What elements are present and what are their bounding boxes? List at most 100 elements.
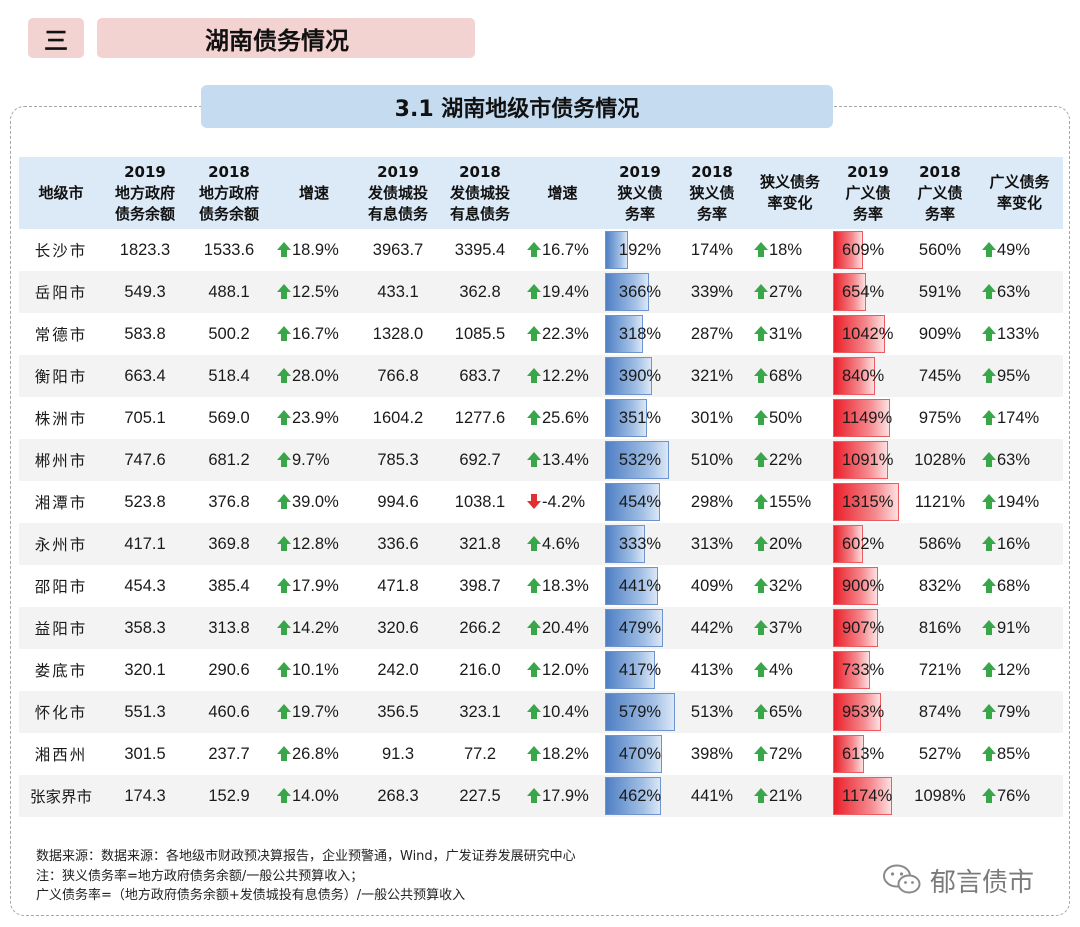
- cell-narrow-ratio-change: 72%: [748, 733, 832, 775]
- cell-broad-ratio-change: 91%: [976, 607, 1063, 649]
- cell-gov-debt-2018: 376.8: [208, 492, 250, 511]
- cell-lgfv-debt-growth: 10.4%: [521, 691, 604, 733]
- cell-gov-debt-2019: 551.3: [103, 691, 187, 733]
- cell-gov-debt-2018: 152.9: [187, 775, 271, 817]
- cell-lgfv-debt-2019: 3963.7: [372, 240, 424, 259]
- broad-ratio-bar: [833, 777, 892, 815]
- cell-narrow-ratio-2018: 510%: [676, 439, 748, 481]
- cell-broad-ratio-2018: 874%: [904, 691, 976, 733]
- cell-narrow-ratio-change: 155%: [748, 481, 832, 523]
- broad-ratio-bar: [833, 525, 863, 563]
- cell-lgfv-debt-2018: 3395.4: [454, 240, 506, 259]
- cell-broad-ratio-change: 95%: [976, 355, 1063, 397]
- footnote-broad: 广义债务率=（地方政府债务余额+发债城投有息债务）/一般公共预算收入: [36, 888, 466, 903]
- narrow-ratio-bar: [605, 525, 645, 563]
- cell-lgfv-debt-2019: 356.5: [357, 691, 439, 733]
- cell-lgfv-debt-growth: 17.9%: [521, 775, 604, 817]
- up-arrow-icon: [277, 451, 291, 467]
- broad-ratio-bar: [833, 273, 866, 311]
- cell-narrow-ratio-2018: 441%: [676, 775, 748, 817]
- up-arrow-icon: [277, 325, 291, 341]
- table-row: 娄底市 320.1 290.6 10.1% 242.0 216.0 12.0% 417% 413…: [19, 649, 1063, 691]
- cell-narrow-ratio-2018: 301%: [690, 408, 734, 427]
- cell-lgfv-debt-growth: 19.4%: [521, 271, 604, 313]
- cell-broad-ratio-2018: 1121%: [914, 492, 966, 511]
- cell-gov-debt-2018: 369.8: [187, 523, 271, 565]
- cell-narrow-ratio-2018: 409%: [690, 576, 734, 595]
- cell-broad-ratio-2018: 560%: [918, 240, 962, 259]
- cell-gov-debt-2018: 681.2: [187, 439, 271, 481]
- cell-broad-ratio-2019: 733%: [832, 649, 904, 691]
- cell-broad-ratio-2018: 745%: [904, 355, 976, 397]
- up-arrow-icon: [982, 367, 996, 383]
- cell-broad-ratio-2018: 591%: [904, 271, 976, 313]
- cell-gov-debt-2019: 549.3: [103, 271, 187, 313]
- cell-broad-ratio-2019: 907%: [832, 607, 904, 649]
- broad-ratio-bar: [833, 315, 885, 353]
- cell-broad-ratio-2019: 953%: [832, 691, 904, 733]
- cell-city: 益阳市: [19, 607, 103, 649]
- cell-gov-debt-2018: 460.6: [187, 691, 271, 733]
- cell-narrow-ratio-2019: 470%: [604, 733, 676, 775]
- up-arrow-icon: [754, 409, 768, 425]
- narrow-ratio-bar: [605, 273, 649, 311]
- up-arrow-icon: [527, 703, 541, 719]
- cell-lgfv-debt-2018: 1085.5: [454, 324, 506, 343]
- cell-city: 常德市: [34, 326, 88, 344]
- cell-city: 张家界市: [19, 775, 103, 817]
- narrow-ratio-bar: [605, 483, 660, 521]
- cell-gov-debt-growth: 16.7%: [271, 313, 357, 355]
- cell-city: 湘潭市: [34, 494, 88, 512]
- cell-narrow-ratio-2019: 366%: [604, 271, 676, 313]
- up-arrow-icon: [982, 703, 996, 719]
- broad-ratio-bar: [833, 231, 863, 269]
- cell-city: 邵阳市: [34, 578, 88, 596]
- up-arrow-icon: [754, 535, 768, 551]
- table-row: 株洲市 705.1 569.0 23.9% 1604.2 1277.6 25.6% 351% 3…: [19, 397, 1063, 439]
- cell-gov-debt-2019: 705.1: [124, 408, 166, 427]
- cell-gov-debt-2019: 301.5: [124, 744, 166, 763]
- cell-lgfv-debt-2018: 362.8: [439, 271, 521, 313]
- cell-narrow-ratio-2019: 462%: [604, 775, 676, 817]
- up-arrow-icon: [527, 787, 541, 803]
- cell-lgfv-debt-2018: 683.7: [439, 355, 521, 397]
- up-arrow-icon: [527, 661, 541, 677]
- up-arrow-icon: [754, 703, 768, 719]
- cell-lgfv-debt-2019: 785.3: [357, 439, 439, 481]
- up-arrow-icon: [754, 619, 768, 635]
- up-arrow-icon: [527, 325, 541, 341]
- cell-lgfv-debt-2018: 692.7: [439, 439, 521, 481]
- cell-gov-debt-2019: 358.3: [103, 607, 187, 649]
- narrow-ratio-bar: [605, 357, 652, 395]
- up-arrow-icon: [982, 661, 996, 677]
- narrow-ratio-bar: [605, 441, 669, 479]
- cell-narrow-ratio-2018: 413%: [690, 660, 734, 679]
- up-arrow-icon: [754, 745, 768, 761]
- cell-gov-debt-growth: 12.5%: [271, 271, 357, 313]
- broad-ratio-bar: [833, 357, 875, 395]
- up-arrow-icon: [754, 661, 768, 677]
- cell-gov-debt-2018: 385.4: [208, 576, 250, 595]
- cell-narrow-ratio-2018: 321%: [676, 355, 748, 397]
- cell-gov-debt-2018: 290.6: [208, 660, 250, 679]
- cell-lgfv-debt-2019: 336.6: [357, 523, 439, 565]
- up-arrow-icon: [982, 493, 996, 509]
- cell-city: 株洲市: [34, 410, 88, 428]
- cell-narrow-ratio-2018: 298%: [690, 492, 734, 511]
- cell-lgfv-debt-growth: 22.3%: [521, 313, 604, 355]
- cell-broad-ratio-2019: 840%: [832, 355, 904, 397]
- table-row: 永州市 417.1 369.8 12.8% 336.6 321.8 4.6% 333% 313%…: [19, 523, 1063, 565]
- cell-broad-ratio-change: 63%: [976, 439, 1063, 481]
- cell-broad-ratio-change: 194%: [976, 481, 1063, 523]
- up-arrow-icon: [754, 577, 768, 593]
- broad-ratio-bar: [833, 567, 878, 605]
- cell-broad-ratio-change: 133%: [976, 313, 1063, 355]
- cell-city: 怀化市: [19, 691, 103, 733]
- header-city: 地级市: [19, 157, 103, 229]
- cell-broad-ratio-change: 68%: [976, 565, 1063, 607]
- header-narrow-ratio-change: 狭义债务 率变化: [748, 157, 832, 229]
- up-arrow-icon: [754, 283, 768, 299]
- cell-broad-ratio-change: 76%: [976, 775, 1063, 817]
- cell-gov-debt-2019: 417.1: [103, 523, 187, 565]
- cell-gov-debt-2019: 454.3: [124, 576, 166, 595]
